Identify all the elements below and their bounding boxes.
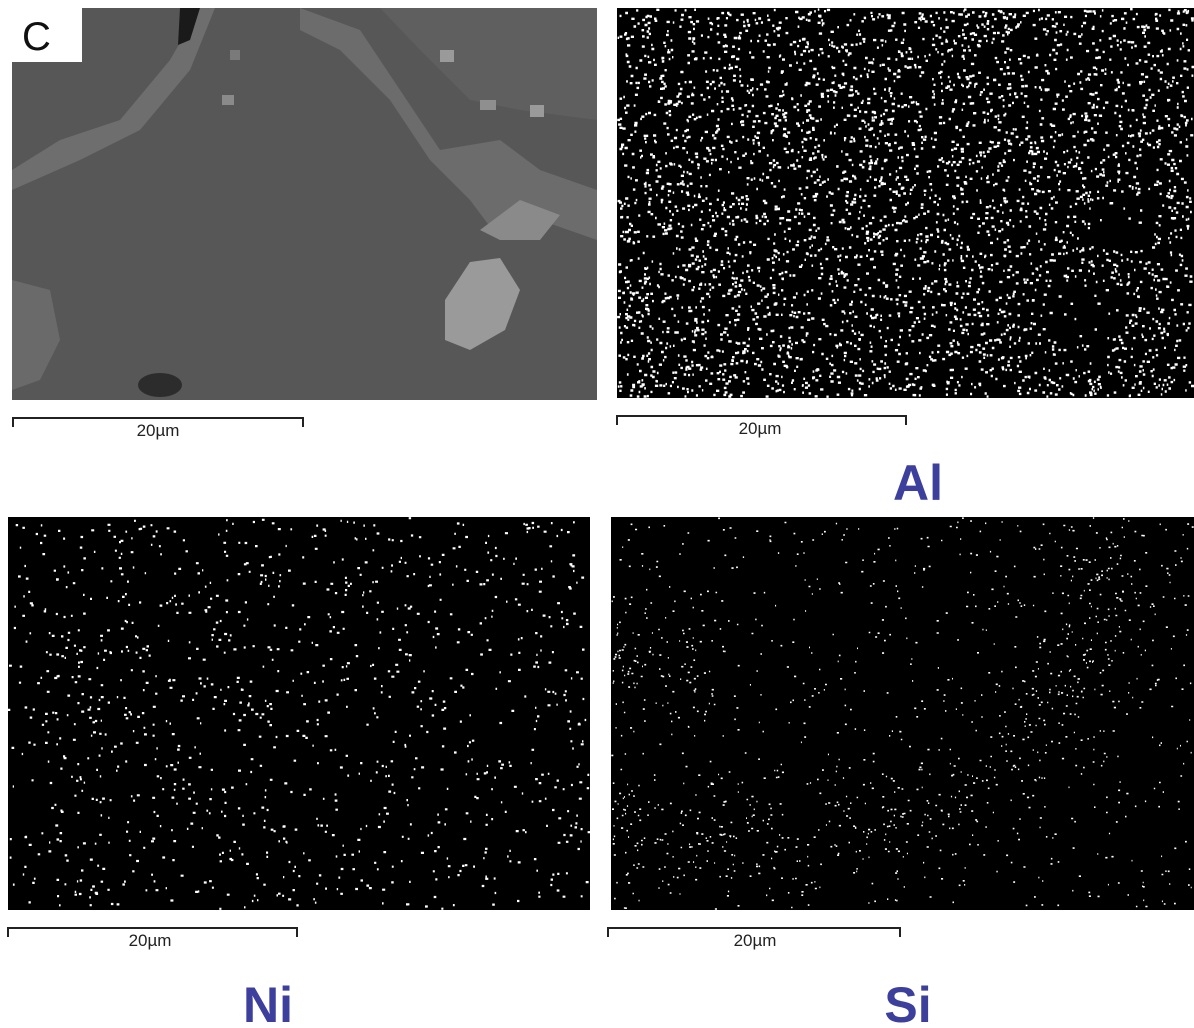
panel-label: C: [22, 15, 51, 59]
scale-label: 20µm: [129, 931, 172, 950]
eds-map-ni: [8, 517, 590, 910]
scale-label: 20µm: [734, 931, 777, 950]
scale-label: 20µm: [739, 419, 782, 438]
scale-label: 20µm: [137, 421, 180, 440]
sem-image: C: [12, 8, 597, 400]
element-label: Si: [884, 977, 931, 1028]
element-label: Al: [893, 455, 943, 511]
eds-map-si: [611, 517, 1194, 910]
element-label: Ni: [243, 977, 293, 1028]
figure: C 20µm 20µm Al 20µm Ni 20µm Si: [0, 0, 1194, 1028]
